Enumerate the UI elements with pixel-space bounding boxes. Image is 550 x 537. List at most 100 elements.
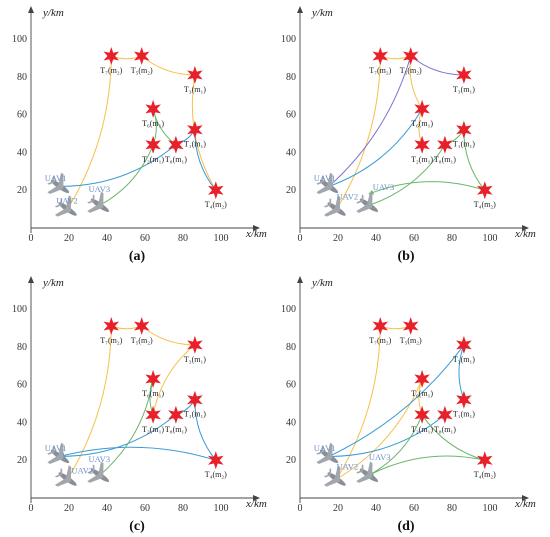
uav-label: UAV1 [314,173,336,183]
x-axis-label: x/km [514,498,536,510]
uav-icon [323,465,346,487]
target-star-icon [456,65,472,84]
route-segment [336,55,383,210]
uav-label: UAV1 [45,443,67,453]
target-label: T₇(m₂) [100,66,122,75]
x-tick-label: 20 [333,503,343,514]
y-axis-label: y/km [42,7,64,19]
x-axis-label: x/km [245,228,267,240]
y-tick-label: 100 [281,34,296,45]
x-tick-label: 60 [409,233,419,244]
uav-label: UAV2 [337,462,359,472]
x-axis-label: x/km [514,228,536,240]
target-label: T₇(m₂) [369,336,391,345]
uav-icon [316,172,339,194]
y-tick-label: 80 [17,72,27,83]
x-tick-label: 0 [29,233,34,244]
target-label: T₂(m₁) [411,425,433,434]
target-label: T₇(m₂) [369,66,391,75]
x-tick-label: 80 [447,233,457,244]
route-segment [336,378,423,480]
y-tick-label: 40 [286,417,296,428]
target-label: T₁(m₁) [184,410,206,419]
target-star-icon [477,451,493,470]
route-segment [328,55,412,187]
target-label: T₆(m₁) [411,389,433,398]
panel-caption: (a) [129,249,146,264]
x-axis-arrow [253,495,260,501]
y-tick-label: 20 [286,455,296,466]
x-tick-label: 100 [214,503,229,514]
x-axis-arrow [522,225,529,231]
y-axis-arrow [297,276,303,283]
y-axis-arrow [28,276,34,283]
route-segment [368,144,446,206]
target-label: T₄(m₂) [205,200,227,209]
y-axis-label: y/km [42,277,64,289]
target-star-icon [456,390,472,409]
x-tick-label: 80 [178,503,188,514]
target-label: T₄(m₂) [474,470,496,479]
x-tick-label: 100 [214,233,229,244]
target-label: T₈(m₁) [165,155,187,164]
route-segment [59,144,177,187]
target-label: T₃(m₁) [184,85,206,94]
x-axis-arrow [253,225,260,231]
y-axis-label: y/km [311,277,333,289]
target-star-icon [437,405,453,424]
uav-label: UAV3 [373,182,395,192]
target-star-icon [208,451,224,470]
target-star-icon [187,390,203,409]
route-segment [409,55,423,110]
route-segment [99,378,155,476]
route-segment [328,414,446,457]
x-tick-label: 40 [371,503,381,514]
x-tick-label: 40 [371,233,381,244]
x-tick-label: 0 [29,503,34,514]
uav-icon [316,442,339,464]
target-label: T₅(m₂) [131,336,153,345]
route-segment [458,344,465,401]
target-star-icon [414,99,430,118]
target-label: T₆(m₁) [142,119,164,128]
target-label: T₃(m₁) [453,85,475,94]
x-tick-label: 80 [178,233,188,244]
y-tick-label: 40 [17,417,27,428]
target-label: T₃(m₁) [184,355,206,364]
y-tick-label: 60 [17,380,27,391]
route-segment [368,455,485,476]
target-label: T₂(m₁) [411,155,433,164]
uav-label: UAV3 [369,452,391,462]
target-star-icon [372,317,389,335]
target-star-icon [437,135,453,154]
route-segment [336,325,383,480]
panel-c: x/km y/km 0 20 40 60 80 100 20 40 60 80 100 UAV1 UAV2U… [12,276,267,534]
target-star-icon [402,47,419,65]
target-star-icon [456,335,472,354]
target-label: T₃(m₁) [453,355,475,364]
target-star-icon [372,47,389,65]
uav-label: UAV3 [89,454,111,464]
x-tick-label: 80 [447,503,457,514]
target-star-icon [145,135,161,154]
target-label: T₁(m₁) [453,140,475,149]
target-star-icon [103,317,120,335]
target-label: T₇(m₂) [100,336,122,345]
target-star-icon [402,317,419,335]
x-tick-label: 0 [298,233,303,244]
target-star-icon [187,65,203,84]
y-tick-label: 40 [286,147,296,158]
target-label: T₆(m₁) [142,389,164,398]
target-star-icon [168,405,184,424]
route-segment [59,446,216,461]
y-tick-label: 80 [286,72,296,83]
x-tick-label: 0 [298,503,303,514]
uav-icon [356,191,379,213]
uav-icon [87,191,110,213]
route-segment [67,325,114,480]
target-star-icon [133,47,150,65]
target-star-icon [145,405,161,424]
target-star-icon [168,135,184,154]
